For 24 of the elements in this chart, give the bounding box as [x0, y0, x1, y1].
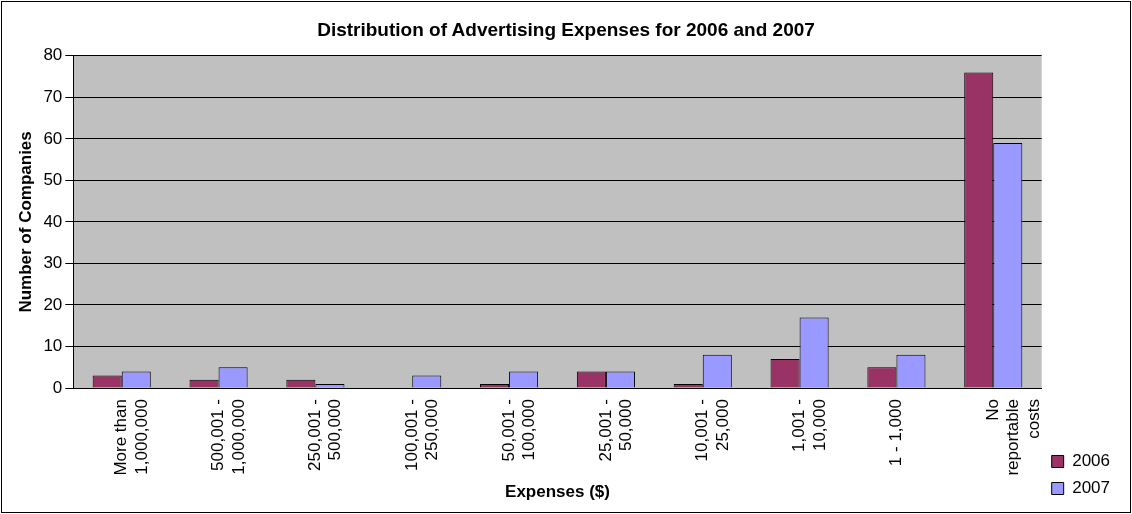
x-tick-label: 250,001 - 500,000 — [305, 399, 345, 471]
x-tick-label: 1 - 1,000 — [886, 399, 906, 467]
x-tick-label: More than 1,000,000 — [111, 399, 151, 476]
y-tick-label: 50 — [43, 170, 63, 190]
y-tick-label: 10 — [43, 336, 63, 356]
x-tick-label: No reportable costs — [982, 399, 1043, 476]
y-tick-label: 0 — [52, 377, 63, 397]
chart-title: Distribution of Advertising Expenses for 2006 and 2007 — [317, 18, 815, 40]
legend-label: 2007 — [1072, 478, 1111, 498]
x-tick-label: 50,001 - 100,000 — [498, 399, 539, 462]
y-tick-label: 20 — [43, 294, 63, 314]
x-tick-label: 1,001 - 10,000 — [789, 399, 829, 452]
y-tick-label: 80 — [43, 45, 63, 65]
y-axis-title: Number of Companies — [15, 131, 35, 313]
x-axis-title: Expenses ($) — [505, 482, 610, 502]
x-tick-label: 10,001 - 25,000 — [692, 399, 732, 462]
y-tick-label: 40 — [43, 211, 63, 231]
y-tick-label: 30 — [43, 253, 63, 273]
x-tick-label: 100,001 - 250,000 — [401, 399, 442, 471]
x-tick-label: 25,001 - 50,000 — [595, 399, 635, 462]
y-tick-label: 60 — [43, 128, 63, 148]
y-tick-label: 70 — [43, 87, 63, 107]
legend-label: 2006 — [1072, 451, 1111, 471]
x-tick-label: 500,001 - 1,000,000 — [208, 399, 248, 475]
